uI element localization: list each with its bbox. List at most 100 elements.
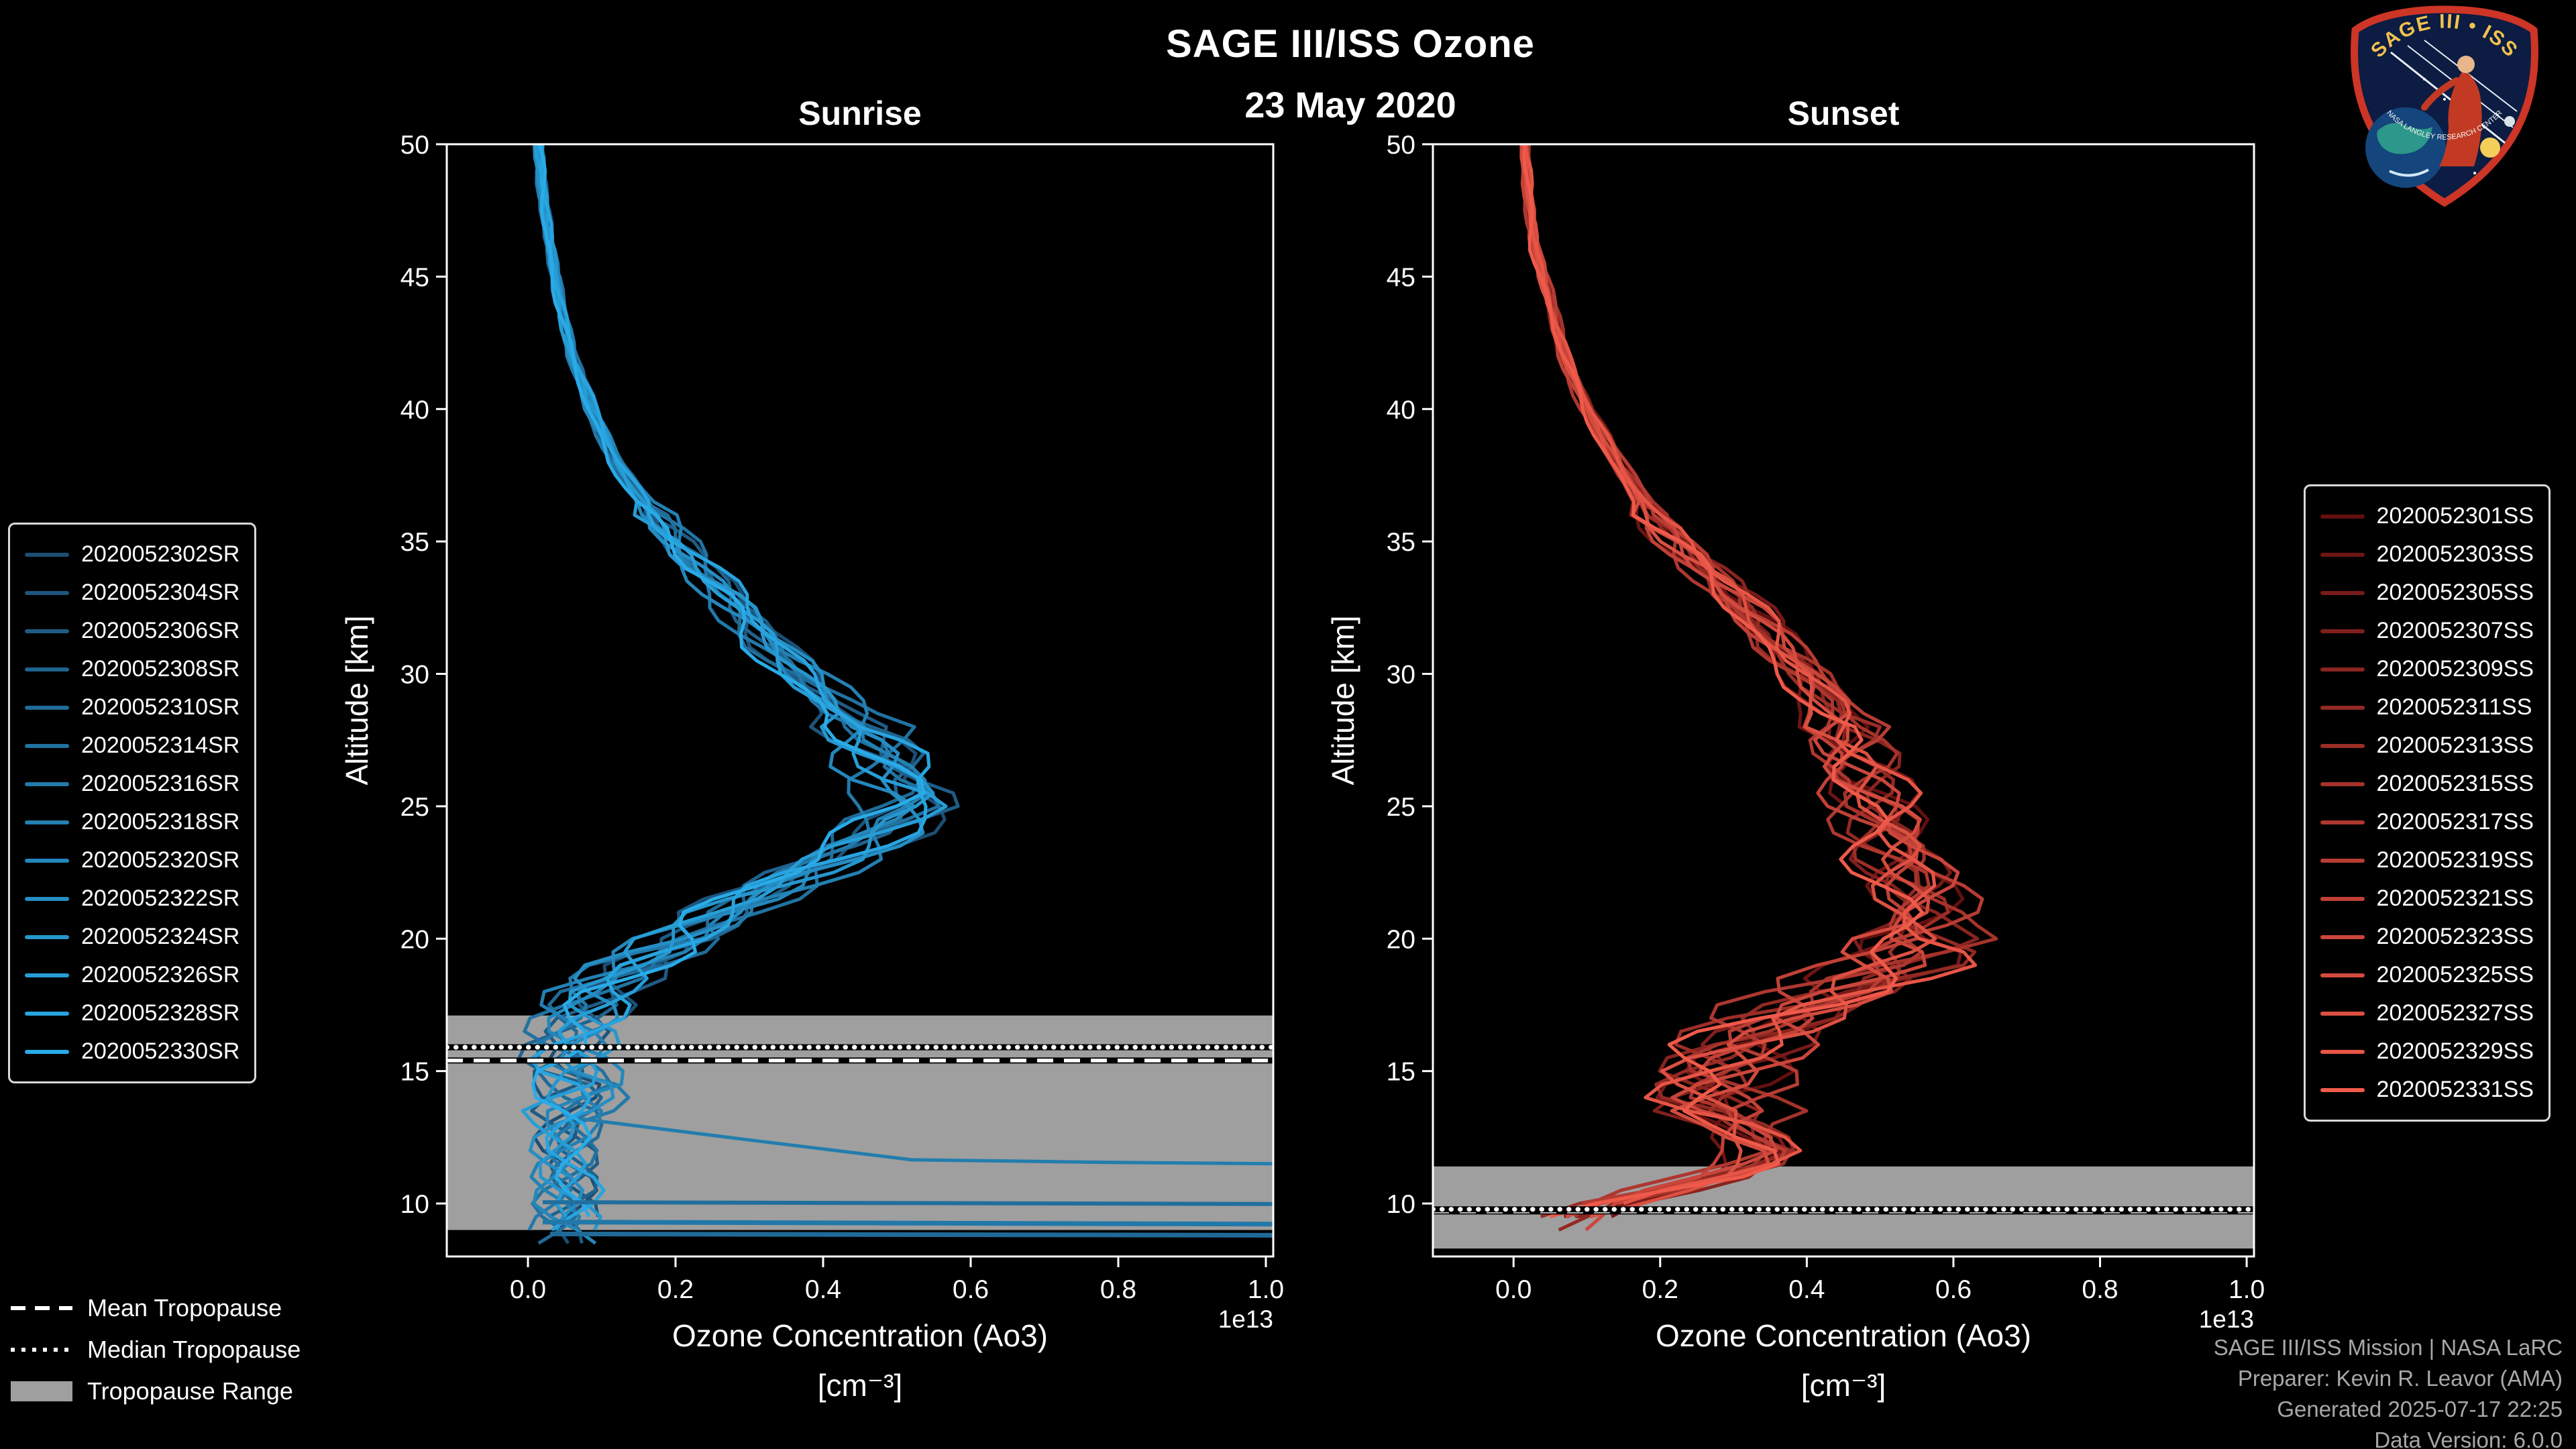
legend-label: 2020052314SR — [81, 733, 240, 758]
y-tick-label: 30 — [400, 661, 429, 690]
legend-label: 2020052318SR — [81, 809, 240, 835]
legend-item: 2020052311SS — [2320, 688, 2534, 727]
logo-figure-robe — [2439, 70, 2482, 166]
legend-item: 2020052314SR — [25, 727, 239, 765]
legend-line-swatch — [2320, 896, 2365, 901]
legend-line-swatch — [2320, 590, 2365, 595]
x-tick-label: 0.0 — [1495, 1275, 1532, 1304]
legend-line-swatch — [2320, 629, 2365, 633]
legend-item: 2020052307SS — [2320, 612, 2534, 650]
logo-star — [2443, 98, 2446, 101]
x-tick-label: 0.8 — [2082, 1275, 2118, 1304]
legend-line-swatch — [25, 667, 69, 672]
outlier-profile-line — [549, 1231, 1273, 1238]
x-axis-label: Ozone Concentration (Ao3) — [672, 1318, 1048, 1353]
legend-line-swatch — [2320, 820, 2365, 824]
tropopause-range-label: Tropopause Range — [87, 1377, 293, 1405]
y-tick-label: 10 — [1387, 1190, 1415, 1219]
legend-item: 2020052327SS — [2320, 994, 2534, 1032]
y-tick-label: 20 — [1387, 925, 1415, 954]
legend-label: 2020052309SS — [2376, 656, 2534, 682]
credit-mission: SAGE III/ISS Mission | NASA LaRC — [2213, 1335, 2563, 1360]
legend-line-swatch — [25, 820, 69, 824]
legend-item: 2020052321SS — [2320, 879, 2534, 918]
outlier-profile-line — [542, 1220, 1273, 1227]
logo-streak — [2424, 40, 2518, 112]
legend-label: 2020052317SS — [2376, 809, 2534, 835]
legend-line-swatch — [2320, 934, 2365, 939]
outlier-profile-line — [579, 1117, 1273, 1166]
legend-item: 2020052329SS — [2320, 1032, 2534, 1071]
y-tick-label: 20 — [400, 925, 429, 954]
x-tick-label: 0.6 — [1935, 1275, 1972, 1304]
legend-line-swatch — [25, 973, 69, 977]
x-tick-label: 0.0 — [510, 1275, 546, 1304]
legend-label: 2020052310SR — [81, 694, 240, 720]
sunrise-panel-title: Sunrise — [798, 95, 922, 132]
legend-item: 2020052301SS — [2320, 497, 2534, 535]
sunrise-legend: 2020052302SR 2020052304SR 2020052306SR 2020… — [8, 523, 257, 1083]
y-axis-label: Altitude [km] — [339, 615, 374, 785]
logo-figure-arm — [2421, 77, 2460, 111]
legend-line-swatch — [25, 1011, 69, 1016]
x-axis-offset-label: 1e13 — [2199, 1305, 2254, 1333]
legend-item: 2020052318SR — [25, 803, 239, 841]
legend-line-swatch — [2320, 1087, 2365, 1092]
legend-item: 2020052322SR — [25, 879, 239, 918]
y-tick-label: 50 — [1387, 131, 1415, 160]
legend-label: 2020052302SR — [81, 541, 240, 567]
legend-line-swatch — [2320, 743, 2365, 748]
legend-line-swatch — [25, 896, 69, 901]
y-tick-label: 15 — [400, 1058, 429, 1087]
tropopause-legend: Mean Tropopause Median Tropopause Tropop… — [11, 1293, 301, 1406]
legend-line-swatch — [2320, 782, 2365, 786]
legend-line-swatch — [2320, 973, 2365, 977]
x-tick-label: 1.0 — [1248, 1275, 1284, 1304]
sunset-axes-frame — [1432, 143, 2255, 1258]
legend-label: 2020052304SR — [81, 580, 240, 605]
logo-sun — [2480, 138, 2500, 158]
legend-item: 2020052303SS — [2320, 535, 2534, 574]
x-tick-label: 0.2 — [1642, 1275, 1678, 1304]
legend-item: 2020052309SS — [2320, 650, 2534, 688]
y-tick-label: 10 — [400, 1190, 429, 1219]
legend-line-swatch — [2320, 667, 2365, 672]
logo-moon — [2504, 116, 2515, 127]
x-axis-offset-label: 1e13 — [1218, 1305, 1273, 1333]
credits: SAGE III/ISS Mission | NASA LaRC Prepare… — [2214, 1332, 2563, 1449]
legend-label: 2020052323SS — [2376, 924, 2534, 949]
x-axis-units-label: [cm⁻³] — [1801, 1368, 1886, 1403]
sage-iss-logo: SAGE III • ISS NASA LANGLEY RESEARCH CEN… — [2344, 5, 2545, 207]
profile-line-2020052330SR — [531, 144, 926, 1218]
logo-star — [2473, 172, 2476, 174]
legend-label: 2020052328SR — [81, 1000, 240, 1026]
legend-label: 2020052329SS — [2376, 1038, 2534, 1064]
x-tick-label: 0.4 — [1788, 1275, 1825, 1304]
legend-label: 2020052306SR — [81, 618, 240, 643]
y-tick-label: 45 — [1387, 263, 1415, 292]
legend-line-swatch — [25, 705, 69, 710]
x-axis-label: Ozone Concentration (Ao3) — [1656, 1318, 2031, 1353]
legend-label: 2020052315SS — [2376, 771, 2534, 796]
legend-item: 2020052328SR — [25, 994, 239, 1032]
legend-line-swatch — [25, 782, 69, 786]
legend-label: 2020052324SR — [81, 924, 240, 949]
figure-date: 23 May 2020 — [1244, 85, 1456, 125]
legend-label: 2020052327SS — [2376, 1000, 2534, 1026]
legend-line-swatch — [2320, 514, 2365, 519]
legend-label: 2020052305SS — [2376, 580, 2534, 605]
profile-line-2020052325SS — [1519, 144, 1931, 1219]
credit-version: Data Version: 6.0.0 — [2374, 1428, 2563, 1449]
median-tropopause-legend-item: Median Tropopause — [11, 1335, 301, 1364]
median-tropopause-label: Median Tropopause — [87, 1336, 301, 1363]
legend-label: 2020052331SS — [2376, 1077, 2534, 1102]
legend-item: 2020052330SR — [25, 1032, 239, 1071]
y-tick-label: 15 — [1387, 1058, 1415, 1087]
y-tick-label: 35 — [400, 528, 429, 557]
legend-item: 2020052306SR — [25, 612, 239, 650]
credit-preparer: Preparer: Kevin R. Leavor (AMA) — [2237, 1366, 2563, 1391]
legend-item: 2020052316SR — [25, 765, 239, 803]
legend-item: 2020052302SR — [25, 535, 239, 574]
